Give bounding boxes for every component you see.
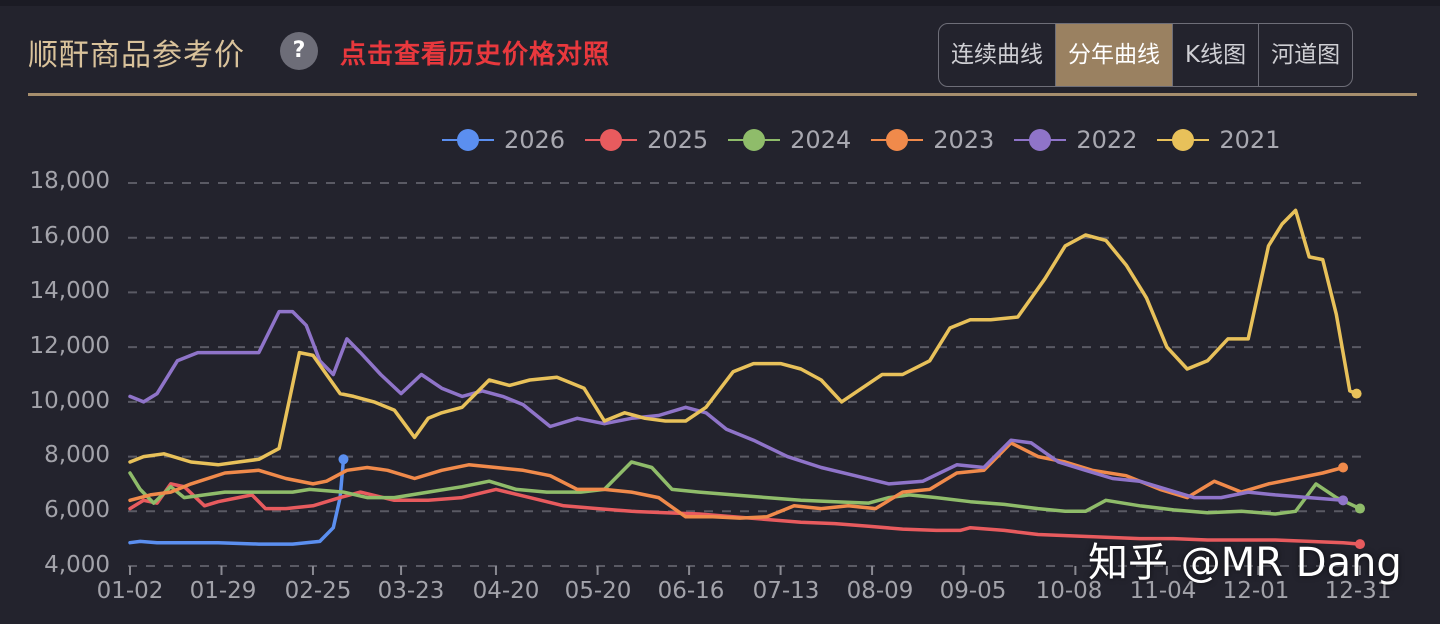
- legend-item-2023[interactable]: 2023: [871, 126, 994, 154]
- legend-item-2024[interactable]: 2024: [728, 126, 851, 154]
- y-tick-label: 18,000: [29, 168, 110, 194]
- y-tick-label: 4,000: [44, 552, 110, 578]
- legend-marker-icon: [728, 128, 781, 152]
- series-line-2024[interactable]: [128, 460, 1362, 516]
- x-tick-label: 11-04: [1129, 578, 1197, 604]
- legend-item-2026[interactable]: 2026: [442, 126, 565, 154]
- y-tick-label: 8,000: [44, 442, 110, 468]
- legend-label: 2023: [933, 126, 995, 154]
- series-endpoint-2026[interactable]: [338, 454, 349, 465]
- chart-legend: 2026 2025 2024 2023 2022 2021: [442, 126, 1300, 154]
- legend-label: 2022: [1076, 126, 1138, 154]
- page-title: 顺酐商品参考价: [28, 38, 245, 73]
- series-lines: [128, 208, 1365, 550]
- x-axis: [129, 566, 1361, 575]
- series-line-2026[interactable]: [128, 457, 346, 546]
- x-tick-label: 04-20: [472, 578, 540, 604]
- x-tick-label: 07-13: [752, 578, 820, 604]
- legend-item-2022[interactable]: 2022: [1014, 126, 1137, 154]
- tab-k-line[interactable]: K线图: [1172, 24, 1258, 86]
- top-band: [0, 0, 1440, 6]
- x-tick-label: 01-29: [189, 578, 257, 604]
- tab-yearly-curve[interactable]: 分年曲线: [1055, 24, 1172, 86]
- legend-label: 2024: [790, 126, 852, 154]
- y-tick-label: 12,000: [29, 333, 110, 359]
- tab-channel-chart[interactable]: 河道图: [1258, 24, 1352, 86]
- series-endpoint-2025[interactable]: [1355, 539, 1365, 550]
- x-tick-label: 08-09: [846, 578, 914, 604]
- legend-marker-icon: [442, 128, 494, 152]
- x-tick-label: 12-01: [1222, 578, 1290, 604]
- x-tick-label: 12-31: [1324, 578, 1392, 604]
- legend-label: 2025: [647, 126, 709, 154]
- series-endpoint-2022[interactable]: [1338, 495, 1349, 506]
- legend-item-2021[interactable]: 2021: [1157, 126, 1280, 154]
- x-tick-label: 01-02: [96, 578, 164, 604]
- history-comparison-link[interactable]: 点击查看历史价格对照: [340, 40, 611, 70]
- x-tick-label: 10-08: [1035, 578, 1103, 604]
- x-tick-label: 09-05: [939, 578, 1007, 604]
- legend-marker-icon: [1157, 128, 1210, 152]
- series-endpoint-2024[interactable]: [1355, 503, 1365, 514]
- legend-label: 2021: [1219, 126, 1281, 154]
- watermark: 知乎 @MR Dang: [1088, 540, 1402, 586]
- help-icon[interactable]: ?: [280, 32, 318, 70]
- y-tick-label: 10,000: [29, 388, 110, 414]
- series-endpoint-2021[interactable]: [1351, 388, 1362, 399]
- legend-item-2025[interactable]: 2025: [585, 126, 708, 154]
- gridlines: [128, 182, 1368, 567]
- series-line-2025[interactable]: [128, 482, 1362, 546]
- legend-marker-icon: [1014, 128, 1067, 152]
- header-divider: [28, 93, 1417, 96]
- x-tick-label: 03-23: [377, 578, 445, 604]
- legend-marker-icon: [585, 128, 638, 152]
- y-tick-label: 14,000: [29, 278, 110, 304]
- series-endpoint-2023[interactable]: [1338, 462, 1349, 473]
- series-line-2022[interactable]: [128, 309, 1345, 503]
- y-tick-label: 16,000: [29, 223, 110, 249]
- x-tick-label: 02-25: [284, 578, 352, 604]
- x-tick-label: 05-20: [564, 578, 632, 604]
- legend-label: 2026: [504, 126, 566, 154]
- y-tick-label: 6,000: [44, 497, 110, 523]
- tab-continuous-curve[interactable]: 连续曲线: [951, 42, 1043, 68]
- chart-type-tabs: 连续曲线 分年曲线 K线图 河道图: [938, 23, 1354, 87]
- legend-marker-icon: [871, 128, 924, 152]
- x-tick-label: 06-16: [657, 578, 725, 604]
- series-line-2021[interactable]: [128, 208, 1359, 467]
